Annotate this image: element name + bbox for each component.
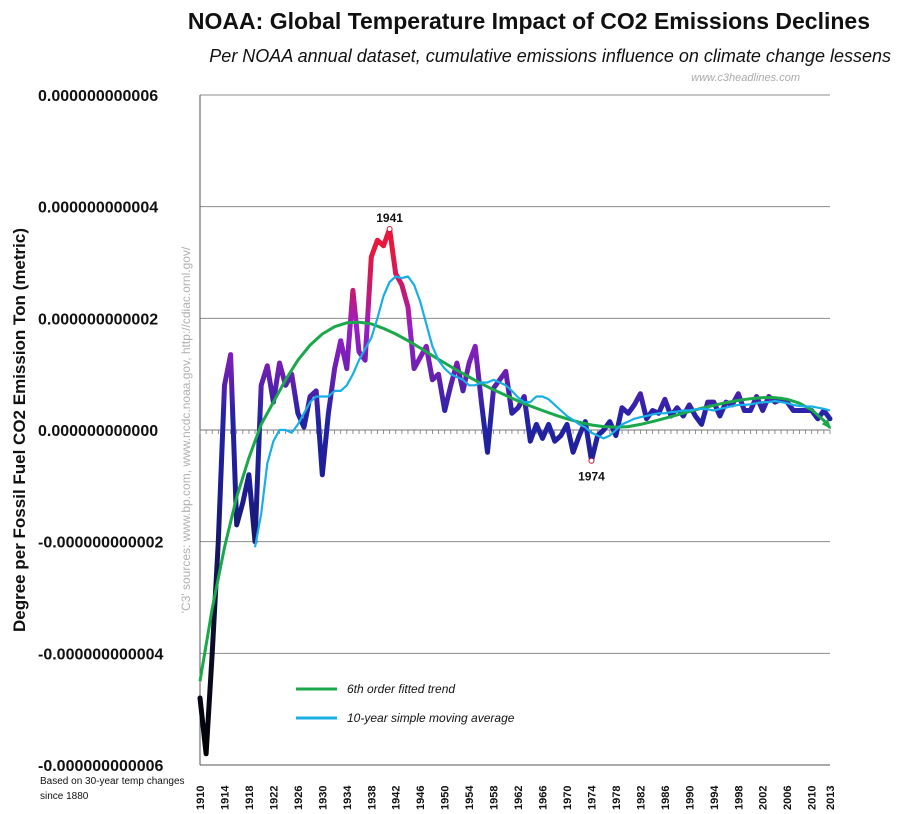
y-tick-label: 0.000000000002 <box>38 311 158 328</box>
y-tick-label: -0.000000000004 <box>38 646 164 663</box>
website-credit: www.c3headlines.com <box>691 72 800 84</box>
annotations: 1941 1974 <box>376 211 605 484</box>
chart-subtitle: Per NOAA annual dataset, cumulative emis… <box>209 46 891 66</box>
legend: 6th order fitted trend 10-year simple mov… <box>296 682 515 725</box>
y-tick-label: 0.000000000004 <box>38 200 158 217</box>
x-tick-label: 1978 <box>611 786 623 810</box>
x-tick-label: 2002 <box>758 786 770 810</box>
axes <box>199 95 831 766</box>
x-tick-label: 1942 <box>391 786 403 810</box>
x-tick-label: 1946 <box>415 786 427 810</box>
x-tick-label: 1914 <box>219 785 231 810</box>
annotation-marker <box>386 226 393 232</box>
x-tick-label: 1966 <box>538 786 550 810</box>
x-tick-label: 1970 <box>562 786 574 810</box>
y-tick-label: -0.000000000002 <box>38 535 164 552</box>
y-tick-label: 0.000000000006 <box>38 88 158 105</box>
x-tick-label: 1930 <box>317 786 329 810</box>
annotation-marker <box>588 457 595 464</box>
x-tick-label: 1982 <box>635 786 647 810</box>
footnote: Based on 30-year temp changes since 1880 <box>40 776 185 802</box>
x-tick-label: 1910 <box>195 786 207 810</box>
y-tick-label: 0.000000000000 <box>38 423 158 440</box>
x-tick-label: 2006 <box>782 786 794 810</box>
annotation-label: 1974 <box>578 470 605 484</box>
x-tick-label: 1922 <box>268 786 280 810</box>
x-tick-label: 2010 <box>807 786 819 810</box>
x-tick-label: 2013 <box>825 786 837 810</box>
legend-label: 10-year simple moving average <box>347 711 515 725</box>
series-line-annual <box>197 226 833 757</box>
x-tick-label: 1954 <box>464 785 476 810</box>
x-tick-label: 1986 <box>660 786 672 810</box>
x-tick-label: 1938 <box>366 786 378 810</box>
x-tick-label: 1950 <box>440 786 452 810</box>
y-tick-label: -0.000000000006 <box>38 758 164 775</box>
x-tick-label: 1918 <box>244 786 256 810</box>
trend-arrow-head <box>821 419 832 430</box>
x-tick-label: 1934 <box>342 785 354 810</box>
series-line-trend <box>198 320 832 682</box>
x-tick-label: 1962 <box>513 786 525 810</box>
x-tick-label: 1990 <box>684 786 696 810</box>
series-lines <box>197 226 833 757</box>
x-tick-label: 1998 <box>733 786 745 810</box>
y-axis-ticks: 0.000000000006 0.000000000004 0.0000000000… <box>38 88 164 775</box>
legend-label: 6th order fitted trend <box>347 682 455 696</box>
chart-title: NOAA: Global Temperature Impact of CO2 E… <box>187 8 870 34</box>
x-tick-label: 1926 <box>293 786 305 810</box>
x-axis-ticks: 1910 1914 1918 1922 1926 1930 1934 1938 1942 1946… <box>195 785 837 810</box>
annotation-label: 1941 <box>376 211 403 225</box>
x-tick-label: 1958 <box>489 786 501 810</box>
series-line-moving-average <box>253 275 831 548</box>
x-tick-label: 1974 <box>586 785 598 810</box>
x-tick-label: 1994 <box>709 785 721 810</box>
